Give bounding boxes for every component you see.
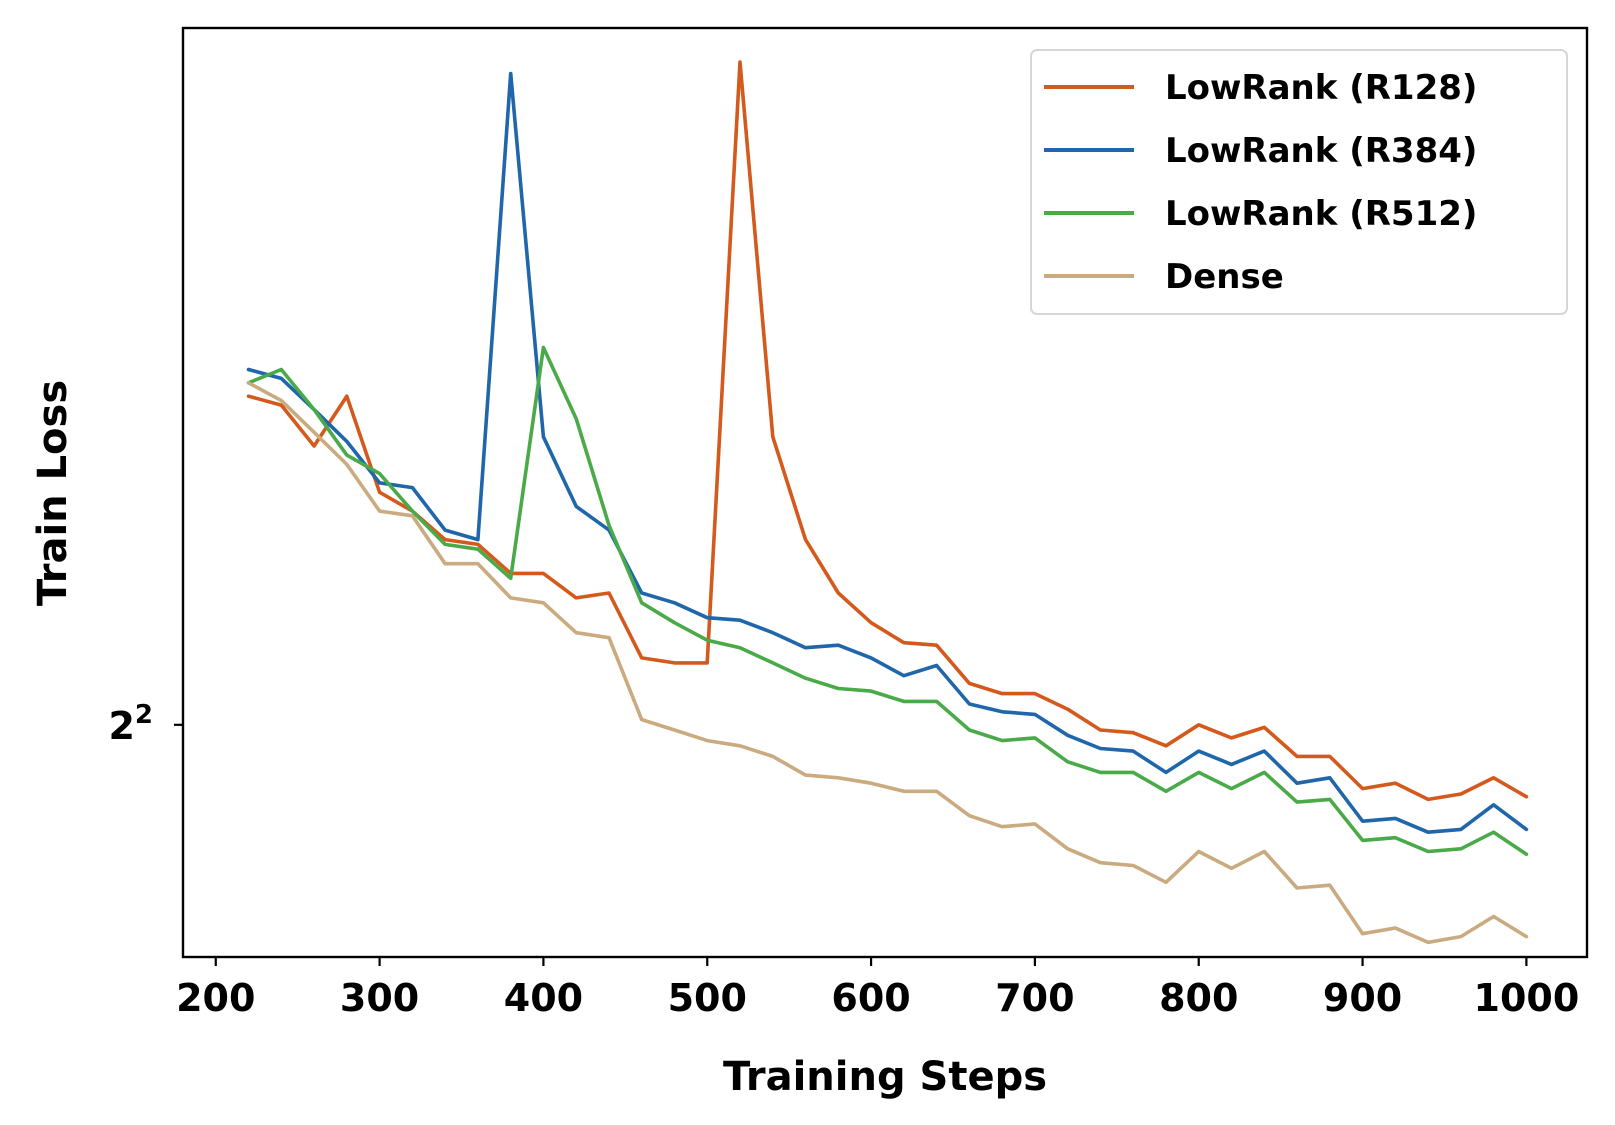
y-tick-label-0: 22 — [108, 700, 153, 748]
y-axis-label: Train Loss — [30, 380, 76, 606]
series-line-3 — [246, 380, 1529, 945]
x-tick-label-1: 300 — [340, 976, 419, 1020]
legend-label-2: LowRank (R512) — [1165, 194, 1477, 234]
x-tick-label-3: 500 — [668, 976, 747, 1020]
y-axis-ticks: 22 — [108, 700, 183, 748]
series-layer — [246, 60, 1529, 945]
x-tick-label-6: 800 — [1159, 976, 1238, 1020]
legend-label-1: LowRank (R384) — [1165, 131, 1477, 171]
series-line-1 — [246, 71, 1529, 835]
legend-label-0: LowRank (R128) — [1165, 68, 1477, 108]
series-line-0 — [246, 60, 1529, 802]
x-tick-label-8: 1000 — [1474, 976, 1580, 1020]
series-line-2 — [246, 345, 1529, 857]
legend-label-3: Dense — [1165, 257, 1284, 297]
x-tick-label-7: 900 — [1323, 976, 1402, 1020]
legend: LowRank (R128) LowRank (R384) LowRank (R51… — [1030, 49, 1568, 315]
legend-box — [1030, 49, 1568, 315]
plot-frame — [181, 26, 1589, 959]
x-axis-label: Training Steps — [723, 1054, 1047, 1100]
x-tick-label-0: 200 — [176, 976, 255, 1020]
x-axis-ticks: 200 300 400 500 600 700 800 900 1000 — [176, 957, 1579, 1020]
x-tick-label-5: 700 — [995, 976, 1074, 1020]
x-tick-label-4: 600 — [831, 976, 910, 1020]
x-tick-label-2: 400 — [504, 976, 583, 1020]
